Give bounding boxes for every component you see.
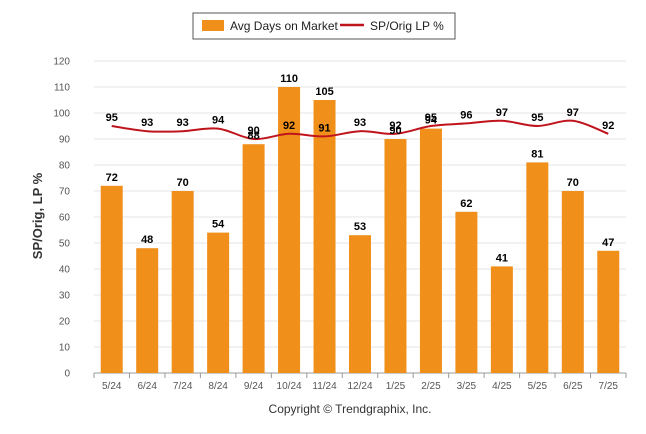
legend-label-line: SP/Orig LP %: [370, 19, 444, 33]
x-tick-label: 2/25: [421, 381, 441, 392]
bar: [207, 232, 230, 373]
x-tick-label: 5/25: [528, 381, 548, 392]
bar: [171, 191, 194, 373]
x-tick-label: 10/24: [277, 381, 302, 392]
y-tick-label: 60: [59, 213, 71, 224]
line-data-label: 93: [177, 117, 189, 129]
bar-data-label: 54: [212, 219, 225, 231]
line-data-label: 95: [531, 112, 543, 124]
bars: [100, 87, 620, 373]
legend: Avg Days on Market SP/Orig LP %: [192, 12, 456, 40]
legend-box: [192, 12, 456, 40]
x-tick-label: 3/25: [457, 381, 477, 392]
x-tick-label: 9/24: [244, 381, 264, 392]
bar-data-label: 90: [389, 125, 401, 137]
y-tick-label: 10: [59, 343, 71, 354]
y-axis-label: SP/Orig, LP %: [30, 172, 45, 259]
bar: [313, 100, 336, 373]
bar-data-label: 94: [425, 115, 438, 127]
x-tick-label: 4/25: [492, 381, 512, 392]
line-data-label: 92: [283, 120, 295, 132]
bar: [278, 87, 301, 373]
bar: [100, 185, 123, 373]
y-tick-label: 0: [64, 369, 70, 380]
x-tick-label: 6/24: [137, 381, 157, 392]
x-tick-label: 7/24: [173, 381, 193, 392]
x-tick-label: 5/24: [102, 381, 122, 392]
x-axis-ticks: 5/24 6/24 7/24 8/24 9/24 10/24 11/24 12/24 1/25 2…: [93, 373, 627, 392]
bar-data-label: 81: [531, 148, 543, 160]
bar: [455, 211, 478, 373]
bar-data-label: 105: [315, 86, 333, 98]
y-tick-label: 30: [59, 291, 71, 302]
y-tick-label: 40: [59, 265, 71, 276]
line-data-label: 91: [318, 122, 330, 134]
y-axis-ticks: 0 10 20 30 40 50 60 70 80 90 100 110 120: [53, 57, 70, 380]
bar-data-label: 53: [354, 221, 366, 233]
y-tick-label: 70: [59, 187, 71, 198]
bar: [419, 128, 442, 373]
line-series: [111, 119, 609, 141]
bar: [349, 235, 371, 373]
x-tick-label: 6/25: [563, 381, 583, 392]
line-data-label: 96: [460, 109, 472, 121]
bar-data-label: 48: [141, 234, 153, 246]
y-tick-label: 20: [59, 317, 71, 328]
y-tick-label: 110: [54, 83, 70, 94]
x-tick-label: 12/24: [347, 381, 372, 392]
bar: [384, 139, 407, 373]
line-data-label: 92: [602, 120, 614, 132]
y-tick-label: 80: [59, 161, 71, 172]
y-tick-label: 100: [53, 109, 70, 120]
line-data-label: 90: [247, 125, 259, 137]
copyright-text: Copyright © Trendgraphix, Inc.: [269, 402, 432, 416]
bar-data-label: 70: [567, 177, 579, 189]
line-data-label: 95: [106, 112, 118, 124]
line-data-label: 97: [567, 107, 579, 119]
bar-data-label: 70: [177, 177, 189, 189]
bar: [561, 191, 584, 373]
line-data-label: 97: [496, 107, 508, 119]
line-data-label: 93: [354, 117, 366, 129]
line-data-label: 95: [425, 112, 437, 124]
bar-data-label: 72: [106, 172, 118, 184]
x-tick-label: 8/24: [208, 381, 228, 392]
y-tick-label: 90: [59, 135, 71, 146]
bar: [490, 266, 513, 373]
x-tick-label: 7/25: [599, 381, 619, 392]
x-tick-label: 1/25: [386, 381, 406, 392]
y-tick-label: 50: [59, 239, 71, 250]
bar-data-label: 41: [496, 252, 508, 264]
bar: [597, 250, 620, 373]
bar-data-labels: 72 48 70 54 88 110 105 53 90 94 62 41 81 70 47: [106, 73, 615, 264]
line-data-label: 93: [141, 117, 153, 129]
x-tick-label: 11/24: [312, 381, 337, 392]
bar-data-label: 88: [247, 130, 259, 142]
bar-data-label: 110: [280, 73, 298, 85]
bar: [526, 162, 549, 373]
legend-label-bars: Avg Days on Market: [230, 19, 338, 33]
y-tick-label: 120: [53, 57, 70, 68]
legend-bar-swatch: [202, 20, 224, 31]
bar-data-label: 47: [602, 237, 614, 249]
line-data-label: 92: [389, 120, 401, 132]
line-data-label: 94: [212, 115, 225, 127]
bar-data-label: 62: [460, 198, 472, 210]
bar: [242, 144, 265, 373]
bar: [136, 248, 159, 373]
